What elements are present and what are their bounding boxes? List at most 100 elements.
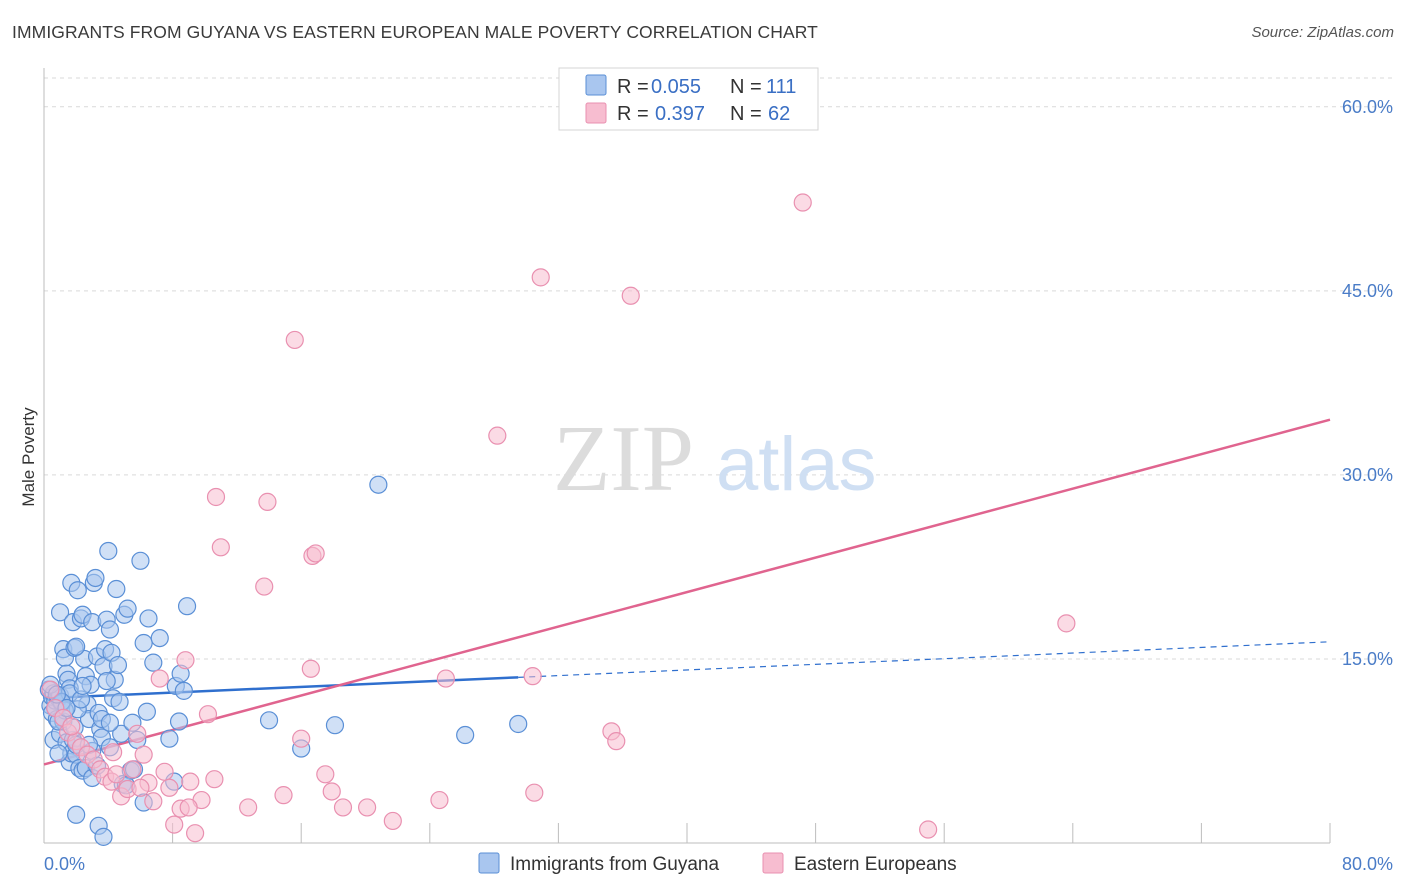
guyana-trend-extension (518, 641, 1331, 678)
eastern-european-point (205, 770, 224, 789)
eastern-european-point (919, 820, 938, 839)
eastern-european-point (186, 824, 205, 843)
eastern-european-point (436, 669, 455, 688)
eastern-european-point (134, 745, 153, 764)
eastern-european-point (107, 765, 126, 784)
guyana-point (110, 692, 129, 711)
guyana-point (100, 713, 120, 732)
guyana-point (139, 609, 158, 628)
guyana-point (86, 568, 105, 588)
guyana-point (97, 671, 116, 691)
guyana-point (73, 676, 92, 696)
eastern-european-point (430, 790, 449, 810)
bottom-legend-label: Eastern Europeans (794, 854, 957, 875)
legend-swatch-blue (585, 74, 607, 96)
guyana-point (137, 702, 156, 721)
guyana-point (456, 725, 475, 745)
eastern-european-point (793, 193, 812, 212)
top-legend: R = 0.055 N = 111 R = 0.397 N = 62 (558, 67, 819, 131)
eastern-european-point (292, 729, 311, 748)
eastern-european-point (181, 772, 200, 791)
y-tick-label: 45.0% (1342, 281, 1393, 301)
guyana-point (160, 729, 179, 748)
bottom-legend: Immigrants from Guyana Eastern Europeans (478, 852, 957, 875)
eastern-european-point (104, 743, 123, 762)
legend-n-value: 62 (768, 103, 790, 125)
eastern-european-point (322, 782, 341, 801)
eastern-european-point (150, 669, 169, 688)
guyana-point (94, 827, 113, 846)
eastern-european-point (179, 798, 198, 817)
legend-swatch-pink (585, 102, 607, 124)
eastern-european-point (383, 811, 402, 831)
guyana-point (67, 637, 86, 656)
eastern-european-point (531, 268, 550, 287)
eastern-european-point (198, 705, 218, 724)
eastern-european-point (621, 286, 640, 305)
eastern-european-point (285, 330, 304, 350)
eastern-european-point (176, 651, 195, 670)
guyana-point (150, 628, 169, 648)
eastern-european-trend-line (43, 418, 1331, 766)
eastern-european-point (160, 778, 179, 797)
eastern-european-point (144, 792, 163, 811)
y-axis-label: Male Poverty (19, 407, 38, 507)
legend-n-label: N = (730, 103, 762, 125)
guyana-point (509, 714, 528, 734)
guyana-point (174, 681, 193, 700)
eastern-european-point (1057, 614, 1076, 633)
eastern-european-point (274, 786, 293, 805)
eastern-european-point (316, 765, 335, 784)
eastern-european-point (488, 426, 507, 445)
guyana-point (118, 599, 137, 618)
guyana-point (67, 805, 86, 824)
guyana-point (99, 541, 118, 561)
guyana-point (177, 597, 197, 616)
eastern-european-point (128, 724, 147, 743)
guyana-point (100, 620, 120, 639)
guyana-point (134, 633, 153, 653)
eastern-european-point (607, 732, 626, 751)
eastern-european-point (41, 680, 60, 699)
eastern-european-point (131, 778, 150, 797)
y-tick-label: 15.0% (1342, 649, 1393, 669)
guyana-point (49, 744, 68, 763)
legend-r-value: 0.055 (651, 76, 701, 98)
eastern-european-point (358, 798, 377, 817)
bottom-legend-swatch-blue (478, 852, 500, 874)
x-tick-label: 80.0% (1342, 854, 1393, 874)
watermark-atlas: atlas (716, 422, 877, 507)
eastern-european-point (123, 760, 142, 779)
bottom-legend-swatch-pink (762, 852, 784, 874)
y-tick-label: 60.0% (1342, 97, 1393, 117)
guyana-point (68, 581, 87, 600)
eastern-european-point (255, 577, 274, 596)
ticks-layer: 15.0% 30.0% 45.0% 60.0% 0.0% 80.0% (44, 97, 1393, 874)
eastern-european-point (258, 492, 277, 511)
legend-r-value: 0.397 (655, 103, 705, 125)
guyana-point (108, 655, 128, 675)
eastern-european-point (301, 659, 320, 678)
grid-layer (44, 77, 1392, 660)
chart-source: Source: ZipAtlas.com (1251, 24, 1394, 41)
guyana-point (169, 712, 189, 731)
watermark: ZIP atlas (553, 407, 877, 511)
eastern-european-point (206, 487, 226, 507)
chart-title: IMMIGRANTS FROM GUYANA VS EASTERN EUROPE… (12, 22, 818, 42)
bottom-legend-label: Immigrants from Guyana (510, 854, 719, 875)
guyana-point (144, 653, 163, 672)
legend-n-value: 111 (766, 76, 796, 98)
legend-n-label: N = (730, 76, 762, 98)
eastern-european-point (239, 798, 258, 817)
legend-r-label: R = (617, 76, 649, 98)
guyana-point (131, 551, 150, 570)
eastern-european-point (306, 544, 325, 563)
watermark-zip: ZIP (553, 407, 694, 511)
eastern-european-point (62, 717, 81, 736)
eastern-european-point (165, 815, 184, 834)
eastern-european-point (333, 798, 353, 817)
guyana-point (259, 711, 279, 730)
eastern-european-point (523, 667, 542, 686)
points-layer (39, 193, 1076, 846)
eastern-european-point (525, 783, 544, 802)
